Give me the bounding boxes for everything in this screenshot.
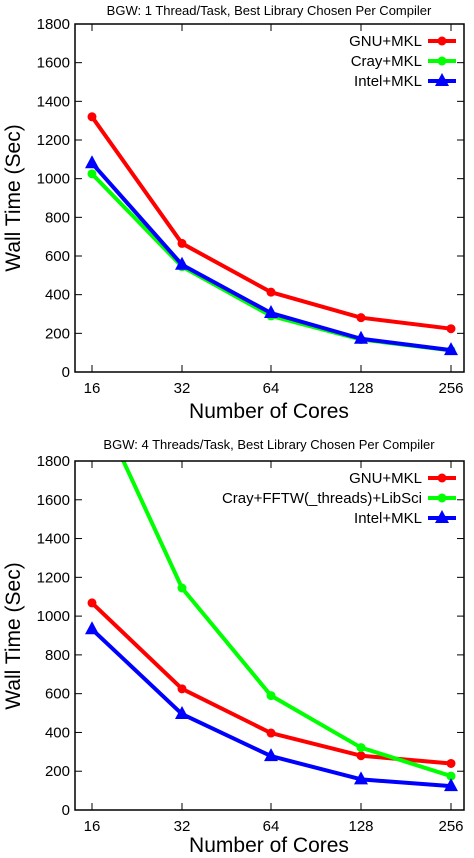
legend-marker <box>437 473 447 483</box>
x-tick-label: 16 <box>84 818 101 835</box>
x-tick-label: 32 <box>174 380 191 397</box>
data-point <box>446 771 456 781</box>
data-point <box>266 728 276 738</box>
legend-marker <box>437 493 447 503</box>
data-point <box>446 758 456 768</box>
legend-marker <box>437 56 447 66</box>
x-axis-label: Number of Cores <box>189 400 349 423</box>
y-tick-label: 600 <box>45 686 70 703</box>
series-line-1 <box>90 601 452 766</box>
y-tick-label: 1000 <box>37 171 70 188</box>
x-tick-label: 256 <box>438 380 463 397</box>
x-tick-label: 128 <box>348 380 373 397</box>
legend-marker <box>435 73 449 86</box>
y-tick-label: 0 <box>62 802 70 819</box>
y-tick-label: 1200 <box>37 132 70 149</box>
y-tick-label: 800 <box>45 209 70 226</box>
legend-marker <box>435 510 449 523</box>
chart-title: BGW: 4 Threads/Task, Best Library Chosen… <box>103 437 435 452</box>
data-point <box>354 330 368 344</box>
data-point <box>87 112 97 122</box>
chart-panel-1: BGW: 1 Thread/Task, Best Library Chosen … <box>2 3 465 423</box>
legend-label: Cray+FFTW(_threads)+LibSci <box>222 490 422 507</box>
y-tick-label: 400 <box>45 287 70 304</box>
legend-marker <box>437 36 447 46</box>
x-tick-label: 256 <box>438 818 463 835</box>
y-tick-label: 400 <box>45 724 70 741</box>
series-layer <box>85 461 458 792</box>
chart-panel-2: BGW: 4 Threads/Task, Best Library Chosen… <box>2 437 465 857</box>
data-point <box>87 598 97 608</box>
x-tick-label: 64 <box>263 818 280 835</box>
chart-title: BGW: 1 Thread/Task, Best Library Chosen … <box>107 3 432 18</box>
legend: GNU+MKL Cray+FFTW(_threads)+LibSci Intel+M… <box>222 470 456 527</box>
y-tick-label: 0 <box>62 364 70 381</box>
y-tick-label: 200 <box>45 763 70 780</box>
legend: GNU+MKL Cray+MKL Intel+MKL <box>349 33 456 90</box>
plot-frame <box>74 23 465 373</box>
data-point <box>85 155 99 169</box>
x-axis-label: Number of Cores <box>189 834 349 857</box>
plot-frame <box>74 460 465 811</box>
data-point <box>177 238 187 248</box>
y-tick-label: 1600 <box>37 55 70 72</box>
y-tick-label: 1800 <box>37 453 70 470</box>
x-tick-label: 32 <box>174 818 191 835</box>
data-point <box>446 324 456 334</box>
series-layer <box>85 112 458 356</box>
y-tick-label: 1600 <box>37 492 70 509</box>
legend-label: GNU+MKL <box>349 470 422 487</box>
y-axis-label: Wall Time (Sec) <box>2 124 25 271</box>
data-point <box>177 684 187 694</box>
x-tick-label: 16 <box>84 380 101 397</box>
data-point <box>356 743 366 753</box>
data-point <box>264 305 278 319</box>
data-point <box>356 751 366 761</box>
data-point <box>175 256 189 270</box>
y-tick-label: 1200 <box>37 569 70 586</box>
data-point <box>177 583 187 593</box>
y-tick-label: 200 <box>45 325 70 342</box>
legend-label: Intel+MKL <box>354 73 422 90</box>
data-point <box>264 748 278 762</box>
data-point <box>266 287 276 297</box>
data-point <box>175 706 189 720</box>
x-tick-label: 128 <box>348 818 373 835</box>
data-point <box>356 313 366 323</box>
tick-layer: 0 200 400 600 800 1000 1200 1400 1600 1800 16 32 64 1… <box>37 16 464 397</box>
x-tick-label: 64 <box>263 380 280 397</box>
data-point <box>85 621 99 635</box>
y-tick-label: 1400 <box>37 93 70 110</box>
data-point <box>266 691 276 701</box>
legend-label: Intel+MKL <box>354 510 422 527</box>
data-point <box>354 771 368 785</box>
y-tick-label: 800 <box>45 647 70 664</box>
legend-label: GNU+MKL <box>349 33 422 50</box>
y-tick-label: 600 <box>45 248 70 265</box>
y-tick-label: 1000 <box>37 608 70 625</box>
tick-layer: 0 200 400 600 800 1000 1200 1400 1600 1800 16 32 64 1… <box>37 453 464 835</box>
y-axis-label: Wall Time (Sec) <box>2 562 25 709</box>
data-point <box>444 342 458 356</box>
data-point <box>444 778 458 792</box>
y-tick-label: 1400 <box>37 531 70 548</box>
y-tick-label: 1800 <box>37 16 70 33</box>
legend-label: Cray+MKL <box>351 53 422 70</box>
data-point <box>87 169 97 179</box>
